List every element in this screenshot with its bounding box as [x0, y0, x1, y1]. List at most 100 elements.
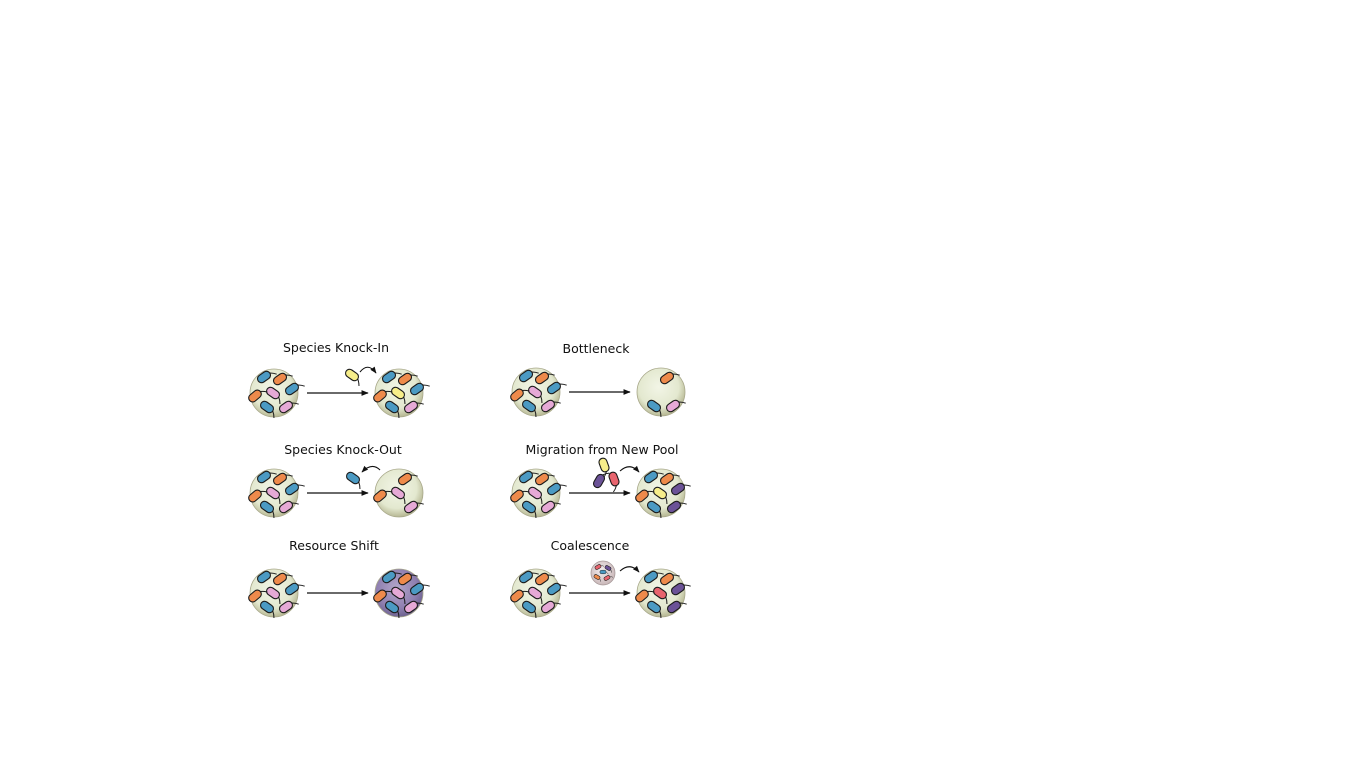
migration-before-bacterium-1 [518, 470, 539, 484]
panel-title-knock-in: Species Knock-In [283, 340, 389, 355]
arrows-layer [307, 366, 640, 596]
migration-before-bacterium-5 [510, 489, 530, 503]
knock-in-before-bacterium-5 [248, 389, 268, 403]
migration-after-bacterium-2 [659, 472, 680, 486]
resource-shift-after-bacterium-4 [390, 586, 406, 604]
resource-shift-before-bacterium-7 [278, 600, 299, 614]
knock-out-before-bacterium-4 [265, 486, 281, 504]
bottleneck-before-bacterium-3 [546, 381, 567, 395]
coalescence-before [510, 568, 567, 618]
bottleneck-before [510, 367, 567, 417]
coalescence-before-bacterium-6 [521, 600, 537, 618]
knock-in-before-bacterium-1 [256, 370, 277, 384]
resource-shift-before [248, 568, 305, 618]
bottleneck-after-bacterium-3 [665, 399, 686, 413]
panel-title-migration: Migration from New Pool [525, 442, 678, 457]
resource-shift-after-bacterium-3 [409, 582, 430, 596]
bottleneck-before-bacterium-2 [534, 371, 555, 385]
knock-in-before-bacterium-7 [278, 400, 299, 414]
migration-before-bacterium-3 [546, 482, 567, 496]
knock-in-after-bacterium-6 [384, 400, 400, 418]
migration-pool-bacterium-yellow [598, 457, 610, 479]
coalescence-before-bacterium-1 [518, 570, 539, 584]
bottleneck-before-bacterium-5 [510, 388, 530, 402]
resource-shift-before-bacterium-1 [256, 570, 277, 584]
coalescence-after-bacterium-2 [659, 572, 680, 586]
coalescence-incoming-bacterium-2 [604, 565, 612, 573]
knock-out-removed-bacterium [345, 471, 361, 489]
coalescence-after-bacterium-6 [646, 600, 662, 618]
knock-in-after [373, 368, 430, 418]
panel-title-resource-shift: Resource Shift [289, 538, 379, 553]
knock-out-before-bacterium-1 [256, 470, 277, 484]
coalescence-incoming-bacterium-3 [593, 574, 601, 582]
coalescence-before-bacterium-5 [510, 589, 530, 603]
bottleneck-before-bacterium-7 [540, 399, 561, 413]
knock-in-curve-arrow [359, 366, 377, 374]
coalescence-incoming-bacterium-1 [594, 564, 604, 570]
communities-layer [248, 367, 691, 618]
coalescence-after-bacterium-4 [652, 586, 668, 604]
migration-before-bacterium-6 [521, 500, 537, 518]
resource-shift-before-bacterium-2 [272, 572, 293, 586]
knock-in-before-bacterium-3 [284, 382, 305, 396]
coalescence-incoming-bacterium-4 [603, 575, 613, 581]
bottleneck-after-circle [636, 367, 686, 417]
knock-out-before-bacterium-3 [284, 482, 305, 496]
resource-shift-after-bacterium-6 [384, 600, 400, 618]
bottleneck-after-bacterium-2 [646, 399, 662, 417]
resource-shift-after-bacterium-7 [403, 600, 424, 614]
knock-out-before-bacterium-6 [259, 500, 275, 518]
knock-in-after-bacterium-7 [403, 400, 424, 414]
knock-out-after-bacterium-3 [373, 489, 393, 503]
resource-shift-after [373, 568, 430, 618]
bottleneck-before-bacterium-6 [521, 399, 537, 417]
knock-in-after-bacterium-1 [381, 370, 402, 384]
knock-out-after-bacterium-1 [397, 472, 418, 486]
migration-pool-bacterium-red [608, 471, 620, 493]
coalescence-after-bacterium-5 [635, 589, 655, 603]
coalescence-before-bacterium-2 [534, 572, 555, 586]
coalescence-before-bacterium-4 [527, 586, 543, 604]
migration-after-bacterium-6 [646, 500, 662, 518]
knock-in-after-bacterium-5 [373, 389, 393, 403]
resource-shift-before-bacterium-4 [265, 586, 281, 604]
migration-after [635, 468, 691, 518]
migration-curve-arrow [619, 465, 640, 473]
migration-after-bacterium-4 [652, 486, 668, 504]
coalescence-after-bacterium-7 [666, 600, 687, 614]
migration-before-bacterium-7 [540, 500, 561, 514]
migration-pool-bacterium-purple [592, 472, 610, 489]
resource-shift-before-bacterium-3 [284, 582, 305, 596]
knock-out-after-bacterium-4 [403, 500, 424, 514]
knock-in-after-bacterium-3 [409, 382, 430, 396]
knock-in-before-bacterium-6 [259, 400, 275, 418]
knock-out-after [373, 468, 424, 518]
coalescence-curve-arrow [619, 565, 640, 573]
coalescence-after [635, 568, 691, 618]
migration-after-bacterium-7 [666, 500, 687, 514]
resource-shift-after-bacterium-5 [373, 589, 393, 603]
knock-in-before-bacterium-2 [272, 372, 293, 386]
bottleneck-after-bacterium-1 [659, 371, 680, 385]
knock-in-before-bacterium-4 [265, 386, 281, 404]
knock-out-before-bacterium-2 [272, 472, 293, 486]
coalescence-before-bacterium-7 [540, 600, 561, 614]
bottleneck-after [636, 367, 686, 417]
coalescence-incoming-bacterium-5 [599, 569, 609, 575]
extras-layer [344, 368, 620, 586]
bottleneck-before-bacterium-1 [518, 369, 539, 383]
knock-out-curve-arrow [361, 465, 381, 473]
panel-title-bottleneck: Bottleneck [563, 341, 631, 356]
panel-title-coalescence: Coalescence [551, 538, 630, 553]
migration-before [510, 468, 567, 518]
knock-out-after-bacterium-2 [390, 486, 406, 504]
migration-after-bacterium-1 [643, 470, 664, 484]
coalescence-incoming-community [590, 560, 616, 586]
bottleneck-before-bacterium-4 [527, 385, 543, 403]
resource-shift-after-bacterium-2 [397, 572, 418, 586]
resource-shift-after-bacterium-1 [381, 570, 402, 584]
knock-in-before [248, 368, 305, 418]
coalescence-before-bacterium-3 [546, 582, 567, 596]
